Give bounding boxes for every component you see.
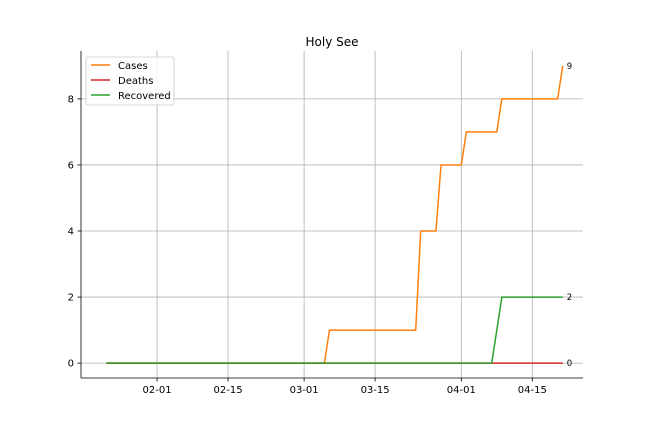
ticks: 02-01 02-15 03-01 03-15 04-01 04-15 0 2 4 6 8 bbox=[68, 94, 547, 396]
legend-label-deaths: Deaths bbox=[118, 76, 153, 87]
axes bbox=[80, 51, 583, 379]
end-label-cases: 9 bbox=[567, 62, 572, 72]
end-label-deaths: 0 bbox=[567, 359, 572, 369]
y-tick-label: 4 bbox=[68, 227, 74, 238]
series-line-cases bbox=[106, 65, 564, 364]
legend-label-cases: Cases bbox=[118, 61, 148, 72]
end-labels: 9 0 2 bbox=[567, 62, 572, 369]
x-tick-label: 03-01 bbox=[290, 385, 319, 396]
series-line-recovered bbox=[106, 296, 563, 364]
x-tick-label: 02-15 bbox=[214, 385, 243, 396]
legend-box bbox=[85, 56, 175, 106]
x-tick-label: 04-15 bbox=[518, 385, 547, 396]
x-tick-label: 03-15 bbox=[361, 385, 390, 396]
end-label-recovered: 2 bbox=[567, 293, 572, 303]
y-tick-label: 2 bbox=[68, 293, 74, 304]
chart-title: Holy See bbox=[306, 35, 359, 49]
y-tick-label: 6 bbox=[68, 160, 74, 171]
legend-label-recovered: Recovered bbox=[118, 91, 171, 102]
x-tick-label: 04-01 bbox=[447, 385, 476, 396]
legend: Cases Deaths Recovered bbox=[85, 56, 175, 106]
y-tick-label: 0 bbox=[68, 359, 74, 370]
series-lines bbox=[106, 65, 564, 364]
y-tick-label: 8 bbox=[68, 94, 74, 105]
x-tick-label: 02-01 bbox=[143, 385, 172, 396]
